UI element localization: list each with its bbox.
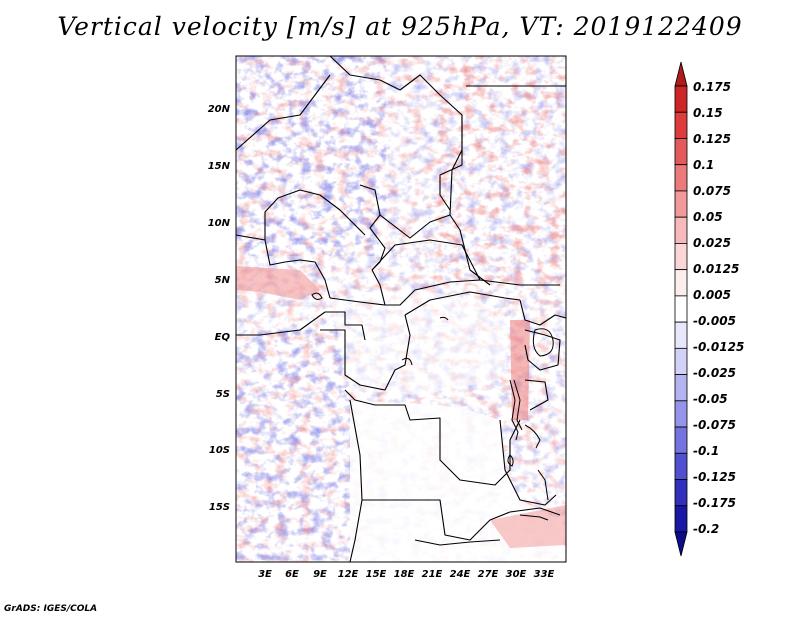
colorbar-label: -0.05 <box>693 392 728 406</box>
colorbar-label: -0.1 <box>693 444 720 458</box>
lon-tick-label: 33E <box>533 569 555 580</box>
colorbar-label: 0.075 <box>693 184 731 198</box>
colorbar-segment <box>674 216 688 244</box>
colorbar-cap-bottom <box>674 531 688 557</box>
colorbar-label: -0.075 <box>693 418 736 432</box>
lon-tick-label: 21E <box>421 569 443 580</box>
colorbar-segment <box>674 269 688 297</box>
lat-tick-label: 10S <box>208 445 230 456</box>
colorbar-label: 0.05 <box>693 210 723 224</box>
colorbar-label: -0.025 <box>693 366 736 380</box>
colorbar-segment <box>674 479 688 507</box>
lon-tick-label: 30E <box>505 569 527 580</box>
lat-tick-label: EQ <box>214 332 230 343</box>
lon-tick-label: 15E <box>365 569 387 580</box>
colorbar-label: 0.005 <box>693 288 731 302</box>
colorbar-segment <box>674 374 688 402</box>
lon-tick-label: 6E <box>285 569 299 580</box>
colorbar-segment <box>674 138 688 166</box>
colorbar-segment <box>674 164 688 192</box>
colorbar-segment <box>674 190 688 218</box>
colorbar-segment <box>674 295 688 323</box>
colorbar-label: -0.2 <box>693 522 720 536</box>
map-title: Vertical velocity [m/s] at 925hPa, VT: 2… <box>57 12 743 41</box>
lon-tick-label: 24E <box>449 569 471 580</box>
colorbar-label: -0.125 <box>693 470 736 484</box>
lat-tick-label: 5S <box>215 389 230 400</box>
lon-tick-label: 27E <box>477 569 499 580</box>
lat-tick-label: 10N <box>207 218 230 229</box>
country-borders <box>236 56 566 562</box>
colorbar-segment <box>674 505 688 533</box>
map-frame <box>235 55 567 563</box>
lat-tick-label: 5N <box>214 275 230 286</box>
colorbar-segment <box>674 111 688 139</box>
lon-tick-label: 3E <box>258 569 272 580</box>
colorbar-label: 0.0125 <box>693 262 740 276</box>
lat-tick-label: 20N <box>207 104 230 115</box>
colorbar-label: -0.005 <box>693 314 736 328</box>
colorbar-label: -0.0125 <box>693 340 745 354</box>
colorbar-segment <box>674 85 688 113</box>
colorbar-label: -0.175 <box>693 496 736 510</box>
velocity-field <box>236 56 566 562</box>
lat-tick-label: 15S <box>208 502 230 513</box>
colorbar-label: 0.175 <box>693 80 731 94</box>
colorbar-segment <box>674 452 688 480</box>
credit-text: GrADS: IGES/COLA <box>4 604 98 614</box>
colorbar-segment <box>674 321 688 349</box>
colorbar-label: 0.025 <box>693 236 731 250</box>
lat-tick-label: 15N <box>207 161 230 172</box>
colorbar-segment <box>674 400 688 428</box>
colorbar-segment <box>674 243 688 271</box>
colorbar-label: 0.15 <box>693 106 723 120</box>
colorbar-cap-top <box>674 61 688 87</box>
colorbar-label: 0.125 <box>693 132 731 146</box>
lon-tick-label: 12E <box>337 569 359 580</box>
lon-tick-label: 9E <box>313 569 327 580</box>
colorbar-segment <box>674 347 688 375</box>
lakes <box>311 292 554 521</box>
lon-tick-label: 18E <box>393 569 415 580</box>
colorbar-segment <box>674 426 688 454</box>
colorbar <box>674 61 688 557</box>
colorbar-label: 0.1 <box>693 158 715 172</box>
